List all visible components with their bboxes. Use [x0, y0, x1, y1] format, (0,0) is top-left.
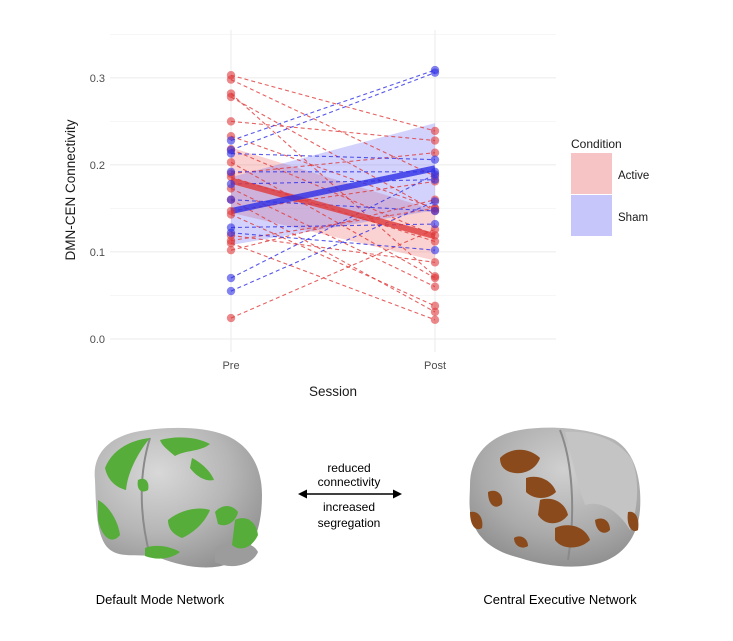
- y-tick-label: 0.1: [90, 247, 105, 259]
- subject-point-active: [226, 210, 236, 219]
- subject-point-active: [430, 237, 440, 246]
- subject-point-active: [226, 117, 236, 126]
- subject-point-sham: [430, 170, 440, 179]
- subject-line-active: [230, 242, 436, 321]
- subject-points: [226, 65, 440, 324]
- subject-line-sham: [230, 179, 436, 185]
- subject-point-active: [430, 148, 440, 157]
- subject-line-sham: [230, 200, 436, 292]
- x-axis-title: Session: [309, 384, 357, 399]
- subject-line-active: [230, 199, 436, 313]
- subject-point-active: [226, 158, 236, 167]
- legend-label-sham: Sham: [618, 212, 648, 224]
- subject-point-active: [430, 282, 440, 291]
- subject-point-active: [430, 231, 440, 240]
- left-brain-fissure: [140, 437, 151, 557]
- right-brain-hemisphere: [565, 431, 638, 530]
- subject-point-active: [226, 239, 236, 248]
- x-axis-ticks: Pre Post: [222, 360, 446, 372]
- subject-line-active: [230, 228, 436, 319]
- subject-point-active: [226, 92, 236, 102]
- subject-point-active: [430, 307, 440, 317]
- legend-title: Condition: [571, 137, 622, 151]
- subject-point-sham: [226, 149, 236, 158]
- subject-line-active: [230, 148, 436, 236]
- double-arrow-left-head: [298, 489, 307, 499]
- subject-point-sham: [430, 206, 440, 216]
- annotation-top-line-1: reduced: [327, 461, 370, 475]
- subject-line-active: [230, 152, 436, 175]
- subject-point-sham: [226, 136, 236, 145]
- y-tick-label: 0.2: [90, 160, 105, 172]
- subject-point-active: [430, 315, 440, 324]
- subject-line-sham: [230, 199, 436, 212]
- subject-line-sham: [230, 72, 436, 151]
- y-tick-label: 0.3: [90, 73, 105, 85]
- y-axis-ticks: 0.0 0.1 0.2 0.3: [90, 73, 105, 346]
- subject-point-sham: [430, 68, 440, 77]
- y-axis-title: DMN-CEN Connectivity: [63, 119, 78, 260]
- subject-line-sham: [230, 69, 436, 142]
- cen-regions: [470, 449, 639, 548]
- subject-point-active: [430, 273, 440, 283]
- x-tick-label: Post: [424, 360, 446, 372]
- dmn-regions: [98, 437, 258, 559]
- annotation-top-line-2: connectivity: [318, 475, 381, 489]
- fit-line-sham: [230, 165, 436, 214]
- cen-caption: Central Executive Network: [483, 592, 637, 607]
- subject-point-sham: [226, 167, 236, 177]
- confidence-band-active: [231, 147, 435, 261]
- y-tick-label: 0.0: [90, 334, 105, 346]
- subject-point-sham: [430, 197, 440, 206]
- subject-point-sham: [226, 228, 236, 237]
- subject-point-active: [226, 245, 236, 255]
- subject-point-active: [226, 313, 236, 323]
- x-tick-label: Pre: [222, 360, 239, 372]
- subject-point-sham: [430, 245, 440, 255]
- subject-line-active: [230, 96, 436, 212]
- subject-point-active: [226, 75, 236, 84]
- subject-line-sham: [230, 173, 436, 279]
- subject-point-active: [430, 301, 440, 311]
- default-mode-network-brain: [94, 427, 262, 568]
- subject-point-active: [430, 126, 440, 136]
- subject-point-active: [430, 258, 440, 267]
- subject-line-active: [230, 120, 436, 142]
- subject-line-sham: [230, 153, 436, 161]
- central-executive-network-brain: [469, 427, 641, 567]
- subject-point-active: [430, 136, 440, 145]
- subject-line-active: [230, 234, 436, 263]
- subject-line-active: [230, 180, 436, 212]
- subject-point-sham: [430, 219, 440, 229]
- subject-line-active: [230, 213, 436, 307]
- connectivity-annotation: reduced connectivity increased segregati…: [298, 461, 402, 530]
- annotation-bottom-line-1: increased: [323, 500, 375, 514]
- subject-line-active: [230, 79, 436, 177]
- annotation-bottom-line-2: segregation: [318, 516, 381, 530]
- subject-point-sham: [226, 273, 236, 283]
- double-arrow-right-head: [393, 489, 402, 499]
- confidence-band-sham: [231, 123, 435, 245]
- fit-line-active: [230, 177, 436, 240]
- subject-line-sham: [230, 232, 436, 251]
- legend: Condition Active Sham: [571, 137, 649, 236]
- left-brain-cerebellum: [215, 542, 258, 567]
- subject-point-sham: [226, 179, 236, 189]
- subject-line-active: [230, 199, 436, 251]
- subject-point-sham: [226, 286, 236, 296]
- dmn-caption: Default Mode Network: [96, 592, 225, 607]
- subject-point-sham: [430, 155, 440, 164]
- confidence-bands: [231, 123, 435, 261]
- legend-key-sham: [571, 195, 612, 236]
- fit-lines: [230, 165, 436, 240]
- left-brain-surface: [94, 427, 262, 568]
- connectivity-chart: 0.0 0.1 0.2 0.3 Pre Post Session DMN-CEN Con…: [63, 30, 649, 399]
- legend-label-active: Active: [618, 170, 649, 182]
- subject-point-sham: [226, 195, 236, 204]
- subject-line-active: [230, 93, 436, 277]
- subject-line-active: [230, 74, 436, 132]
